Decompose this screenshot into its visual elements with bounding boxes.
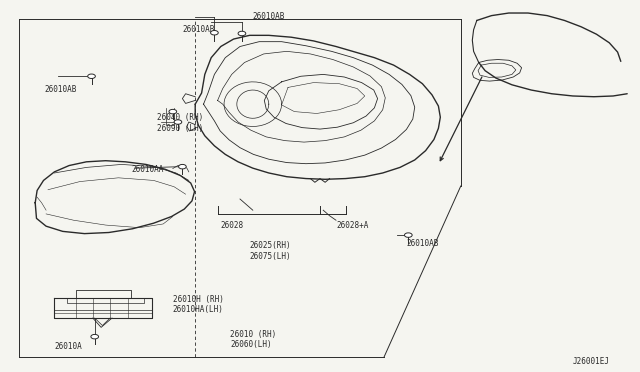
Text: 26075(LH): 26075(LH) (250, 252, 291, 261)
Circle shape (174, 120, 182, 124)
Circle shape (91, 334, 99, 339)
Text: 26025(RH): 26025(RH) (250, 241, 291, 250)
Text: 26028+A: 26028+A (336, 221, 369, 230)
Text: 26010AB: 26010AB (406, 239, 439, 248)
Text: 26090 (LH): 26090 (LH) (157, 124, 203, 133)
Text: 26010HA(LH): 26010HA(LH) (173, 305, 223, 314)
Circle shape (238, 31, 246, 36)
Text: 26010AB: 26010AB (182, 25, 215, 34)
Text: 26010H (RH): 26010H (RH) (173, 295, 223, 304)
Text: 26040 (RH): 26040 (RH) (157, 113, 203, 122)
Circle shape (179, 164, 186, 169)
Circle shape (404, 233, 412, 237)
Text: 26010AA: 26010AA (131, 165, 164, 174)
Circle shape (211, 31, 218, 35)
Circle shape (88, 74, 95, 78)
Text: 26010AB: 26010AB (45, 85, 77, 94)
Text: 26010A: 26010A (54, 342, 82, 351)
Text: 26010 (RH): 26010 (RH) (230, 330, 276, 339)
Text: 26028: 26028 (221, 221, 244, 230)
Text: J26001EJ: J26001EJ (573, 357, 610, 366)
Text: 26060(LH): 26060(LH) (230, 340, 272, 349)
Text: 26010AB: 26010AB (253, 12, 285, 21)
Circle shape (169, 109, 177, 114)
